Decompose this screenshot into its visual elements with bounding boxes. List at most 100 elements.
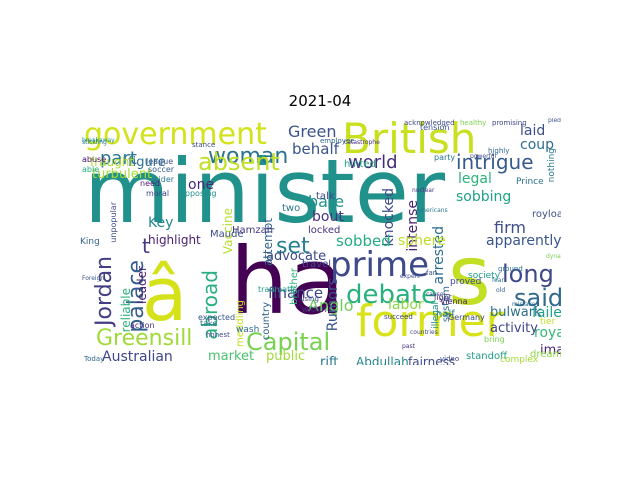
word-cloud-word: image [540,343,561,358]
word-cloud-word: within [302,305,327,314]
word-cloud-word: succeed [384,313,413,321]
word-cloud-word: moral [146,189,170,198]
word-cloud-word: party [434,153,456,162]
word-cloud-word: dreaming [530,349,561,360]
word-cloud-word: Australian [102,349,173,365]
word-cloud-word: world [348,152,398,173]
word-cloud-word: Foreign [82,275,105,282]
word-cloud-word: fairness [408,355,456,365]
word-cloud-word: meddling [235,300,246,347]
word-cloud-word: failed [532,305,561,321]
word-cloud-word: locked [308,225,341,236]
word-cloud-word: Maude [210,229,244,240]
word-cloud-word: Greensill [96,326,193,351]
word-cloud-word: bring [484,335,505,344]
word-cloud-word: video [440,355,460,363]
word-cloud-word: royal [534,325,561,341]
word-cloud-word: said [514,284,561,312]
word-cloud-word: honest [206,331,230,339]
word-cloud-word: debate [346,280,438,310]
word-cloud-word: powerful [470,153,497,160]
word-cloud-word: coup [520,137,555,153]
word-cloud-word: part [100,148,137,169]
word-cloud-word: Anglo [308,296,354,315]
word-cloud-word: one [188,177,215,193]
word-cloud-word: stance [192,141,216,149]
word-cloud-word: Hamzah [232,225,274,236]
word-cloud-word: Rumors [325,278,341,332]
word-cloud-word: tension [420,123,450,132]
word-cloud-word: bout [312,209,344,225]
word-cloud-word: minister [84,140,446,243]
word-cloud-word: fraught [90,155,135,169]
word-cloud-word: King [80,237,100,247]
word-cloud-word: league [146,157,174,166]
word-cloud-word: abroad [198,270,222,340]
word-cloud-word: wash [236,325,260,335]
word-cloud-word: talk [316,191,335,202]
word-cloud-word: s [448,229,491,324]
word-cloud-word: fear [492,277,504,284]
word-cloud-word: need [140,179,160,188]
word-cloud-word: standoff [466,351,507,362]
word-cloud-word: sphere [398,233,446,249]
word-cloud-word: activity [490,321,538,336]
word-cloud-word: public [266,349,306,364]
word-cloud-word: dynastic [546,253,561,260]
word-cloud-word: tier [540,317,556,327]
word-cloud-word: government [84,118,267,152]
word-cloud-word: absent [198,148,280,176]
word-cloud-word: society [468,271,501,281]
word-cloud-word: travel [302,259,332,270]
word-cloud-word: woman [208,144,289,169]
word-cloud-word: past [402,343,415,350]
word-cloud-word: abuse [82,155,107,164]
word-cloud-word: wider [152,175,175,184]
word-cloud-word: British [342,118,477,163]
word-cloud-word: employee [320,137,355,145]
word-cloud-word: fan [426,269,438,277]
word-cloud-word: highly [488,147,510,155]
word-cloud-word: sobbed [336,232,391,250]
word-cloud-word: breakaway [82,137,115,144]
word-cloud-word: firm [494,218,526,237]
word-cloud-word: behalf [292,140,339,158]
word-cloud-word: prime [330,245,430,285]
word-cloud-word: leader [135,266,149,305]
word-cloud-word: complex [500,355,539,365]
word-cloud-word: Key [148,215,174,231]
word-cloud-word: sobbing [456,189,512,205]
word-cloud-word: Prince [516,177,544,187]
word-cloud-word: light [434,293,452,302]
word-cloud-word: unpopular [109,202,118,243]
word-cloud-word: able [82,165,100,174]
word-cloud-word: Abdullah [356,355,409,365]
word-cloud-word: traumatic [258,285,297,294]
word-cloud-word: t [142,234,150,258]
word-cloud-word: Today [84,355,105,363]
word-cloud-word: bare [308,192,345,211]
word-cloud-word: proved [450,277,482,287]
word-cloud-word: half [436,309,455,320]
word-cloud-word: long [502,260,554,288]
word-cloud-word: bulwark [490,305,542,320]
word-cloud-word: Capital [246,328,331,356]
word-cloud-word: action [130,321,155,330]
word-cloud-word: ha [230,228,345,335]
word-cloud-word: Vienna [440,297,468,306]
word-cloud-word: healthy [460,119,487,127]
word-cloud-word: Green [288,122,337,141]
word-cloud-word: ground [498,265,523,273]
word-cloud-word: two [282,203,301,214]
word-cloud-word: Jordan [92,256,117,326]
word-cloud-word: expected [198,313,236,322]
word-cloud-word: mistake [512,301,536,308]
word-cloud-word: labor [388,297,424,313]
word-cloud-word: old [496,287,506,294]
word-cloud-word: â [142,252,188,338]
word-cloud-word: laid [520,123,546,139]
word-cloud-word: pledge [548,118,561,124]
word-cloud: minister s â ha British former government prime… [80,118,561,365]
word-cloud-word: Germany [448,313,485,322]
word-cloud-word: Americans [416,207,448,214]
